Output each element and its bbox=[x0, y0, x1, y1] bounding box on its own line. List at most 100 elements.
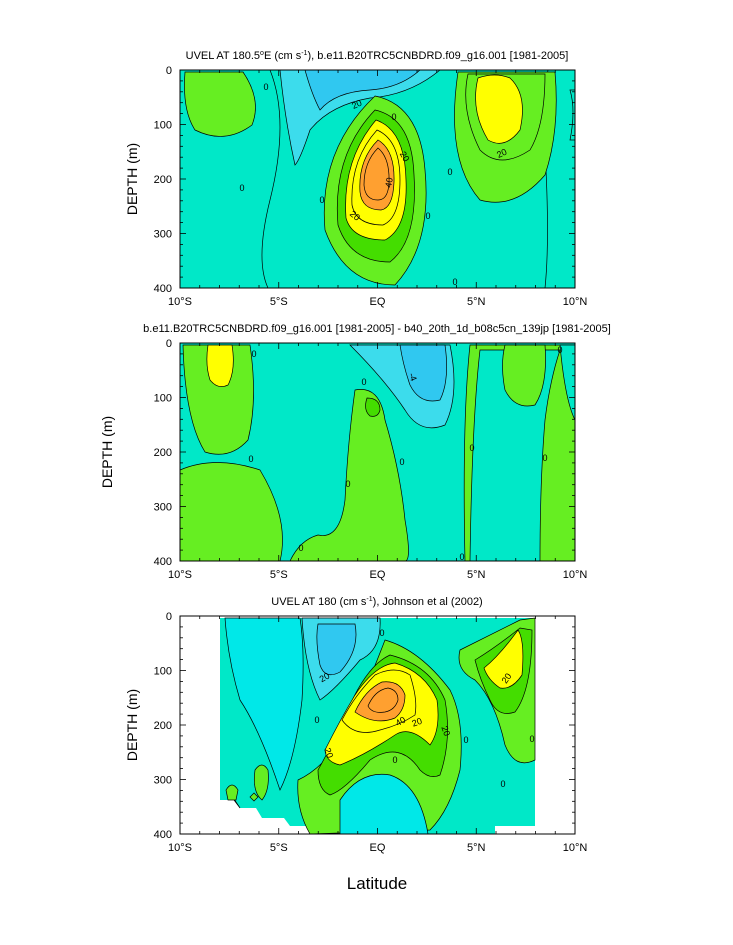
p3-contour-labels: 0 0 0 0 0 0 20 20 20 20 20 40 bbox=[314, 628, 534, 789]
x-tick-label: 5°S bbox=[270, 296, 288, 308]
x-tick-label: 5°S bbox=[270, 842, 288, 854]
y-tick-label: 0 bbox=[166, 338, 172, 350]
y-tick-label: 0 bbox=[166, 65, 172, 77]
p3-clabel: 20 bbox=[318, 671, 332, 685]
p2-fill-lower-left bbox=[180, 462, 283, 561]
p1-ylabel: DEPTH (m) bbox=[124, 143, 140, 215]
y-tick-label: 0 bbox=[166, 611, 172, 623]
x-tick-label: 5°N bbox=[467, 296, 486, 308]
p3-fill-left-patch bbox=[225, 784, 239, 801]
panel-3-contours bbox=[220, 617, 536, 834]
y-tick-label: 300 bbox=[154, 775, 172, 787]
p2-clabel: 0 bbox=[251, 349, 256, 359]
p1-title: UVEL AT 180.5oE (cm s-1), b.e11.B20TRC5C… bbox=[186, 50, 569, 62]
x-tick-label: 10°S bbox=[168, 569, 192, 581]
y-tick-label: 400 bbox=[154, 556, 172, 568]
p2-clabel: 0 bbox=[459, 552, 464, 562]
x-tick-label: 10°S bbox=[168, 842, 192, 854]
p1-clabel: 0 bbox=[447, 167, 452, 177]
p2-clabel: 0 bbox=[557, 345, 562, 355]
x-tick-label: 10°N bbox=[563, 842, 588, 854]
p2-clabel: 0 bbox=[399, 457, 404, 467]
p2-contour-labels: 0 0 0 0 0 0 0 0 0 0 -4 bbox=[248, 345, 562, 562]
y-tick-label: 400 bbox=[154, 283, 172, 295]
p3-ylabel: DEPTH (m) bbox=[124, 689, 140, 761]
p2-clabel: 0 bbox=[361, 377, 366, 387]
p3-fill-right-20 bbox=[483, 629, 524, 689]
x-tick-label: EQ bbox=[370, 569, 386, 581]
panel-2: 0 0 0 0 0 0 0 0 0 0 -4 b.e11.B20TRC5CNBD… bbox=[99, 323, 611, 581]
y-tick-label: 100 bbox=[154, 393, 172, 405]
panel-1: 0 0 0 0 0 0 0 20 20 20 20 40 UVEL AT 180… bbox=[124, 50, 587, 308]
p1-clabel: 20 bbox=[398, 150, 412, 164]
p1-clabel: 0 bbox=[263, 82, 268, 92]
p2-axis-ticks: 10°S 5°S EQ 5°N 10°N 0 100 200 300 400 bbox=[154, 338, 588, 581]
p2-ylabel: DEPTH (m) bbox=[99, 416, 115, 488]
y-tick-label: 200 bbox=[154, 174, 172, 186]
p3-clabel: 0 bbox=[314, 715, 319, 725]
p2-clabel: 0 bbox=[469, 443, 474, 453]
panel-1-contours bbox=[180, 70, 575, 288]
p2-clabel: 0 bbox=[345, 479, 350, 489]
p3-clabel: 0 bbox=[379, 628, 384, 638]
p3-clabel: 20 bbox=[411, 716, 424, 729]
x-tick-label: 5°N bbox=[467, 569, 486, 581]
p2-fill-center-core bbox=[365, 397, 381, 417]
p2-fill-right-max bbox=[502, 344, 546, 407]
p2-fill-left-max bbox=[182, 344, 254, 455]
x-tick-label: EQ bbox=[370, 842, 386, 854]
p2-clabel: 0 bbox=[248, 454, 253, 464]
p3-clabel: 20 bbox=[439, 725, 452, 738]
p2-clabel: -4 bbox=[407, 371, 419, 382]
p3-clabel: 0 bbox=[392, 755, 397, 765]
p1-clabel: 0 bbox=[452, 277, 457, 287]
x-tick-label: 5°N bbox=[467, 842, 486, 854]
p2-fill-center-positive bbox=[289, 389, 409, 561]
p1-clabel: 40 bbox=[383, 177, 395, 189]
y-tick-label: 300 bbox=[154, 229, 172, 241]
y-tick-label: 100 bbox=[154, 120, 172, 132]
p3-clabel: 0 bbox=[463, 735, 468, 745]
p1-clabel: 20 bbox=[348, 209, 362, 223]
panel-2-contours bbox=[180, 343, 575, 561]
p1-fill-jet-50 bbox=[363, 147, 390, 201]
p1-clabel: 20 bbox=[350, 98, 363, 111]
p1-contour-labels: 0 0 0 0 0 0 0 20 20 20 20 40 bbox=[239, 82, 508, 287]
p1-fill-cyan-core bbox=[304, 70, 421, 111]
p2-title: b.e11.B20TRC5CNBDRD.f09_g16.001 [1981-20… bbox=[143, 323, 611, 335]
p3-fill-neg-core bbox=[316, 623, 357, 676]
p1-clabel: 0 bbox=[425, 211, 430, 221]
x-tick-label: 10°N bbox=[563, 296, 588, 308]
p1-clabel: 0 bbox=[391, 112, 396, 122]
x-tick-label: 10°S bbox=[168, 296, 192, 308]
y-tick-label: 200 bbox=[154, 447, 172, 459]
x-axis-label: Latitude bbox=[347, 874, 408, 893]
p2-fill-negative-core bbox=[399, 344, 447, 402]
p2-clabel: 0 bbox=[542, 453, 547, 463]
x-tick-label: 10°N bbox=[563, 569, 588, 581]
p2-fill-left-core bbox=[206, 344, 234, 387]
x-tick-label: 5°S bbox=[270, 569, 288, 581]
p3-clabel: 0 bbox=[529, 734, 534, 744]
p3-fill-lower-cyan bbox=[339, 773, 429, 834]
x-tick-label: EQ bbox=[370, 296, 386, 308]
p1-fill-left-max bbox=[184, 71, 256, 137]
p2-clabel: 0 bbox=[298, 543, 303, 553]
p1-clabel: 20 bbox=[495, 147, 508, 160]
p3-clabel: 0 bbox=[500, 779, 505, 789]
p2-fill-right-positive bbox=[463, 344, 575, 561]
p1-fill-right-max-20 bbox=[475, 74, 523, 144]
p1-clabel: 0 bbox=[239, 183, 244, 193]
p3-fill-small-max bbox=[253, 764, 269, 801]
p3-fill-left-cyan bbox=[224, 617, 304, 791]
p1-clabel: 0 bbox=[319, 195, 324, 205]
panel-3: 0 0 0 0 0 0 20 20 20 20 20 40 UVEL AT 18… bbox=[124, 596, 587, 893]
y-tick-label: 300 bbox=[154, 502, 172, 514]
p3-clabel: 20 bbox=[500, 671, 514, 685]
y-tick-label: 100 bbox=[154, 666, 172, 678]
p3-title: UVEL AT 180 (cm s-1), Johnson et al (200… bbox=[271, 596, 482, 608]
p3-clabel: 20 bbox=[322, 747, 335, 760]
